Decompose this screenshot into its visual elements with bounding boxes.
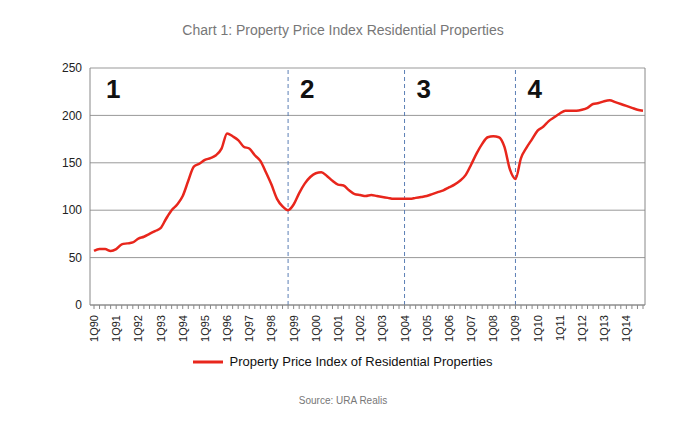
- svg-text:2: 2: [300, 74, 314, 104]
- svg-text:3: 3: [417, 74, 431, 104]
- svg-text:150: 150: [62, 156, 82, 170]
- svg-text:1Q00: 1Q00: [310, 315, 322, 342]
- svg-text:1Q12: 1Q12: [576, 315, 588, 342]
- svg-text:1Q09: 1Q09: [509, 315, 521, 342]
- svg-text:1Q13: 1Q13: [598, 315, 610, 342]
- svg-text:1Q90: 1Q90: [88, 315, 100, 342]
- svg-text:1Q01: 1Q01: [332, 315, 344, 342]
- svg-text:1Q07: 1Q07: [465, 315, 477, 342]
- svg-text:1Q04: 1Q04: [399, 315, 411, 342]
- svg-text:0: 0: [75, 298, 82, 312]
- svg-text:100: 100: [62, 203, 82, 217]
- svg-text:1Q99: 1Q99: [288, 315, 300, 342]
- svg-text:1Q94: 1Q94: [177, 315, 189, 342]
- svg-text:1Q02: 1Q02: [354, 315, 366, 342]
- svg-text:1Q08: 1Q08: [487, 315, 499, 342]
- svg-text:1Q98: 1Q98: [265, 315, 277, 342]
- svg-text:1Q93: 1Q93: [155, 315, 167, 342]
- svg-text:250: 250: [62, 61, 82, 75]
- html-text:Source: URA Realis: Source: URA Realis: [298, 395, 388, 406]
- svg-text:1: 1: [106, 74, 120, 104]
- svg-text:1Q91: 1Q91: [110, 315, 122, 342]
- svg-text:1Q10: 1Q10: [532, 315, 544, 342]
- svg-text:50: 50: [69, 251, 83, 265]
- svg-text:1Q95: 1Q95: [199, 315, 211, 342]
- svg-text:1Q05: 1Q05: [421, 315, 433, 342]
- svg-text:1Q96: 1Q96: [221, 315, 233, 342]
- svg-text:200: 200: [62, 109, 82, 123]
- svg-text:1Q14: 1Q14: [620, 315, 632, 342]
- svg-text:1Q92: 1Q92: [132, 315, 144, 342]
- svg-text:1Q03: 1Q03: [376, 315, 388, 342]
- svg-text:1Q11: 1Q11: [554, 315, 566, 341]
- svg-text:4: 4: [527, 74, 542, 104]
- html-text:Property Price Index of Reside: Property Price Index of Residential Prop…: [229, 354, 493, 369]
- svg-text:1Q06: 1Q06: [443, 315, 455, 342]
- svg-text:1Q97: 1Q97: [243, 315, 255, 342]
- html-text:Chart 1: Property Price Index: Chart 1: Property Price Index Residentia…: [182, 22, 504, 38]
